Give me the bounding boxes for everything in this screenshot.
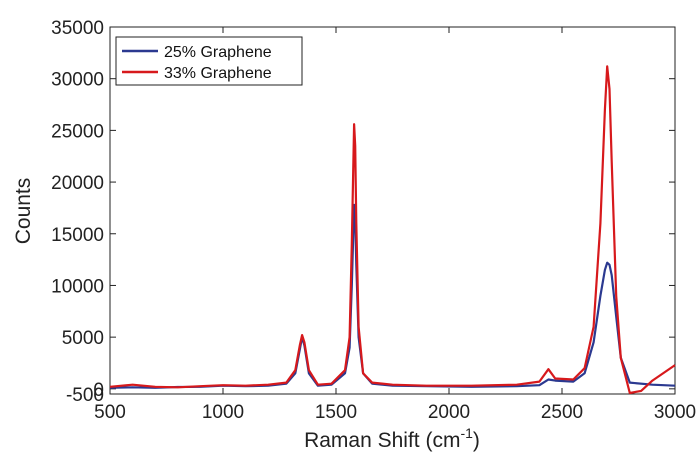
y-axis-label: Counts (12, 178, 35, 245)
y-tick-label-0: -500 (66, 385, 104, 406)
series-line-1 (109, 65, 676, 395)
x-tick-label-3: 2000 (428, 402, 470, 423)
y-tick-label-2: 5000 (62, 328, 104, 349)
axis-ticks: 500 1000 1500 2000 2500 3000 -5000 5000 10000 150… (51, 18, 696, 423)
legend-box (115, 36, 303, 86)
series-layer (109, 65, 676, 395)
y-tick-label-7: 30000 (51, 70, 104, 91)
x-tick-label-4: 2500 (541, 402, 583, 423)
x-tick-label-5: 3000 (654, 402, 696, 423)
x-tick-label-1: 1000 (202, 402, 244, 423)
x-axis-label-end: ) (473, 429, 480, 452)
legend-label-25-graphene: 25% Graphene (164, 44, 272, 61)
series-line-0 (109, 203, 676, 389)
x-tick-label-2: 1500 (315, 402, 357, 423)
y-tick-label-6: 25000 (51, 121, 104, 142)
y-tick-label-4: 15000 (51, 225, 104, 246)
y-tick-label-5: 20000 (51, 173, 104, 194)
x-axis-label-main: Raman Shift (cm (304, 429, 460, 452)
x-axis-label: Raman Shift (cm-1) (304, 425, 480, 452)
y-tick-label-3: 10000 (51, 276, 104, 297)
x-tick-label-0: 500 (94, 402, 126, 423)
x-axis-label-sup: -1 (460, 425, 473, 441)
y-tick-label-1: 0 (93, 380, 104, 401)
y-tick-label-8: 35000 (51, 18, 104, 39)
legend: 25% Graphene 33% Graphene (115, 36, 303, 86)
legend-label-33-graphene: 33% Graphene (164, 65, 272, 82)
plot-frame (109, 26, 676, 395)
